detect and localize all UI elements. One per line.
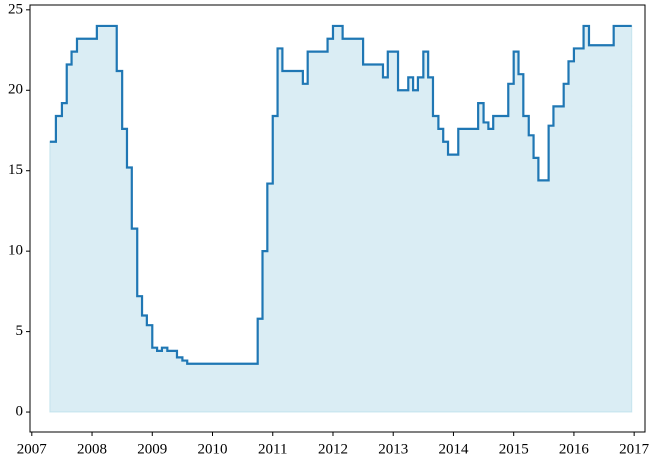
x-tick-label: 2014 <box>438 441 469 457</box>
x-tick-label: 2011 <box>258 441 287 457</box>
x-tick-label: 2016 <box>559 441 590 457</box>
y-tick-label: 25 <box>8 1 23 17</box>
x-tick-label: 2007 <box>17 441 48 457</box>
x-tick-label: 2010 <box>198 441 228 457</box>
x-tick-label: 2017 <box>619 441 650 457</box>
y-tick-label: 5 <box>16 323 24 339</box>
y-tick-label: 10 <box>8 243 23 259</box>
y-tick-label: 20 <box>8 82 23 98</box>
step-line <box>49 24 632 365</box>
plot-frame <box>29 4 646 433</box>
x-tick-label: 2008 <box>77 441 107 457</box>
x-tick-label: 2013 <box>378 441 408 457</box>
x-tick-label: 2015 <box>499 441 529 457</box>
area-fill <box>49 25 633 413</box>
x-tick-label: 2009 <box>137 441 167 457</box>
x-tick-label: 2012 <box>318 441 348 457</box>
y-tick-label: 0 <box>16 403 24 419</box>
y-tick-label: 15 <box>8 162 23 178</box>
